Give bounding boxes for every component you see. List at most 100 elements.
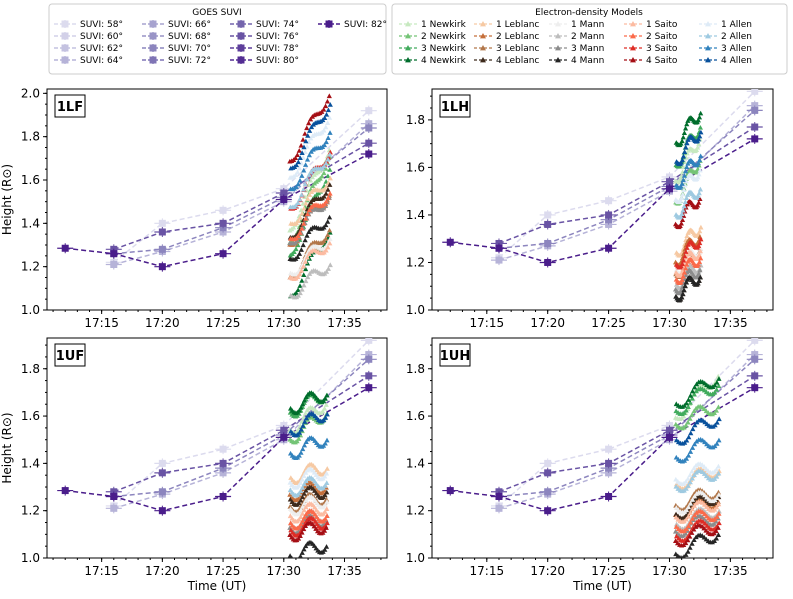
model-point bbox=[301, 491, 307, 496]
model-point bbox=[680, 153, 687, 159]
model-point bbox=[713, 535, 720, 541]
suvi-line bbox=[65, 153, 370, 268]
model-point bbox=[301, 546, 307, 552]
x-axis-label: Time (UT) bbox=[187, 579, 247, 593]
suvi-point bbox=[61, 487, 69, 495]
model-point bbox=[319, 173, 325, 179]
model-point bbox=[691, 493, 698, 499]
model-point bbox=[685, 513, 691, 519]
suvi-point bbox=[365, 338, 373, 344]
model-point bbox=[698, 236, 704, 242]
suvi-line bbox=[450, 138, 756, 264]
model-point bbox=[323, 191, 329, 196]
model-point bbox=[689, 475, 695, 481]
model-legend-label: 3 Newkirk bbox=[421, 44, 467, 54]
model-point bbox=[689, 541, 695, 546]
model-point bbox=[691, 384, 698, 390]
model-track bbox=[287, 508, 330, 531]
model-point bbox=[677, 176, 683, 182]
model-point bbox=[687, 519, 694, 525]
x-tick-label: 17:30 bbox=[652, 564, 687, 578]
suvi-point bbox=[158, 507, 166, 515]
suvi-legend-entry: SUVI: 70° bbox=[142, 44, 211, 54]
model-point bbox=[303, 439, 309, 444]
model-point bbox=[682, 182, 688, 188]
model-point bbox=[691, 465, 697, 470]
model-track bbox=[287, 402, 329, 435]
model-point bbox=[695, 280, 701, 286]
model-point bbox=[327, 102, 333, 107]
model-point bbox=[689, 468, 695, 474]
model-legend-entry: 1 Leblanc bbox=[474, 20, 539, 30]
model-point bbox=[684, 261, 690, 267]
suvi-point bbox=[158, 219, 166, 227]
model-point bbox=[698, 129, 704, 135]
suvi-point bbox=[219, 445, 227, 453]
model-legend-label: 1 Newkirk bbox=[421, 20, 467, 30]
model-point bbox=[298, 514, 304, 520]
panel-1lh: 1LH 17:15 17:20 17:25 17:30 17:35 1.0 1.2 1.4 1.6… bbox=[406, 88, 774, 330]
model-point bbox=[297, 155, 303, 161]
model-track bbox=[287, 130, 333, 192]
model-point bbox=[324, 506, 330, 511]
model-point bbox=[303, 200, 309, 206]
model-point bbox=[326, 93, 332, 99]
model-point bbox=[296, 148, 302, 153]
model-point bbox=[321, 238, 327, 244]
model-point bbox=[301, 167, 307, 173]
panel-label-box bbox=[439, 343, 471, 367]
legend-marker bbox=[480, 33, 486, 39]
suvi-legend-entry: SUVI: 60° bbox=[54, 32, 123, 42]
suvi-point bbox=[665, 178, 673, 186]
model-point bbox=[301, 500, 308, 506]
model-point bbox=[299, 225, 305, 231]
model-point bbox=[695, 160, 701, 166]
model-point bbox=[681, 187, 687, 193]
model-point bbox=[689, 412, 695, 417]
model-point bbox=[716, 376, 722, 381]
panel-1uh: 1UH 17:15 17:20 17:25 17:30 17:35 1.0 1.2 1.4 1.6… bbox=[406, 337, 774, 593]
suvi-legend-entry: SUVI: 58° bbox=[54, 20, 123, 30]
model-point bbox=[326, 115, 333, 120]
model-point bbox=[323, 402, 329, 407]
suvi-point bbox=[446, 487, 454, 495]
model-point bbox=[683, 407, 689, 413]
model-point bbox=[299, 278, 305, 283]
model-point bbox=[695, 243, 702, 248]
model-track bbox=[673, 376, 722, 409]
model-legend-label: 1 Allen bbox=[721, 20, 752, 30]
model-point bbox=[683, 456, 690, 461]
model-legend-entry: 3 Newkirk bbox=[399, 44, 467, 54]
model-point bbox=[295, 200, 301, 206]
model-point bbox=[683, 507, 690, 513]
suvi-legend-label: SUVI: 78° bbox=[256, 44, 299, 54]
model-legend-entry: 1 Allen bbox=[699, 20, 752, 30]
model-point bbox=[679, 277, 685, 282]
model-point bbox=[687, 416, 693, 421]
model-point bbox=[295, 293, 301, 298]
suvi-point bbox=[544, 469, 552, 477]
x-tick-label: 17:30 bbox=[266, 316, 301, 330]
model-point bbox=[300, 446, 306, 452]
model-point bbox=[713, 528, 719, 534]
legend-marker bbox=[405, 33, 411, 39]
model-point bbox=[322, 492, 328, 498]
model-track bbox=[288, 262, 333, 300]
model-point bbox=[304, 156, 311, 162]
model-point bbox=[297, 215, 303, 220]
model-point bbox=[293, 246, 299, 252]
model-point bbox=[293, 202, 299, 208]
model-point bbox=[696, 200, 702, 205]
model-point bbox=[680, 134, 686, 140]
model-point bbox=[678, 263, 684, 269]
suvi-point bbox=[280, 189, 288, 197]
model-point bbox=[321, 201, 328, 207]
x-tick-label: 17:15 bbox=[470, 564, 505, 578]
model-point bbox=[686, 434, 692, 440]
model-point bbox=[713, 518, 719, 524]
model-point bbox=[297, 283, 303, 288]
legend-marker bbox=[480, 21, 486, 27]
model-point bbox=[322, 483, 328, 488]
panel-1lf: 1LF 17:15 17:20 17:25 17:30 17:35 1.0 1.2 1.4 1.6… bbox=[0, 86, 388, 330]
panel-label-text: 1LF bbox=[57, 100, 83, 115]
